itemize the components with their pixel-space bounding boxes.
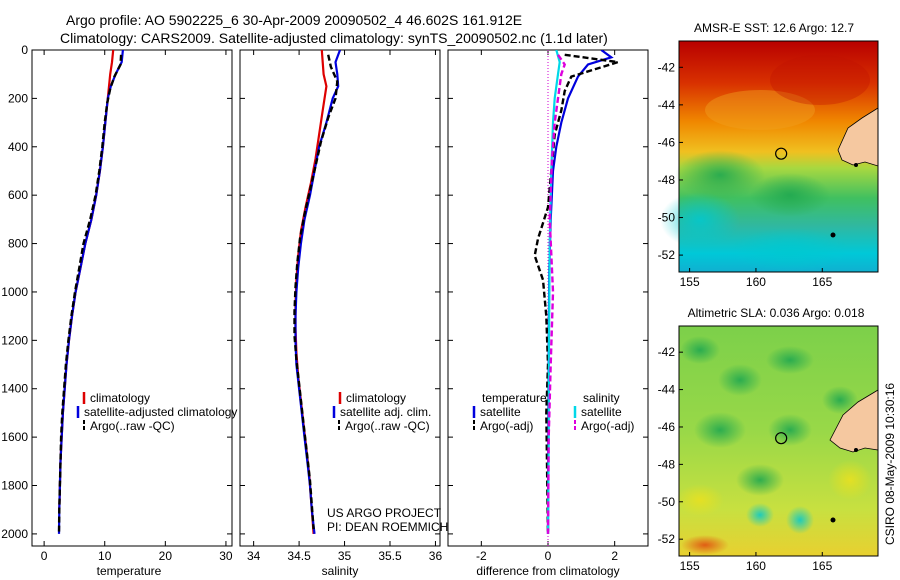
sst-map-ticks: 155 160 165 -42 -44 -46 -48 -50 -52 <box>658 60 833 289</box>
legend-label-satellite-adjusted: satellite-adjusted climatology <box>84 405 237 419</box>
map-x-tick-label: 160 <box>746 559 766 573</box>
difference-legend: temperature satellite Argo(-adj) salinit… <box>472 391 634 433</box>
series-line-argo-raw-qc <box>57 54 123 534</box>
map-y-tick-label: -52 <box>658 248 676 262</box>
series-line-argo-adj <box>533 53 619 534</box>
sst-map-frame <box>678 40 879 273</box>
difference-xlabel: difference from climatology <box>476 564 619 578</box>
temperature-xlabel: temperature <box>97 564 162 578</box>
header-line-1: Argo profile: AO 5902225_6 30-Apr-2009 2… <box>66 12 522 28</box>
sst-island <box>830 232 836 238</box>
map-x-tick-label: 155 <box>680 275 700 289</box>
sla-argo-location-marker <box>775 432 788 445</box>
map-x-tick-label: 160 <box>746 275 766 289</box>
project-note: US ARGO PROJECT <box>327 506 442 520</box>
map-x-tick-label: 165 <box>812 559 832 573</box>
map-y-tick-label: -48 <box>658 457 676 471</box>
sst-texture <box>660 55 870 272</box>
sla-map-title: Altimetric SLA: 0.036 Argo: 0.018 <box>688 306 865 320</box>
sla-map: Altimetric SLA: 0.036 Argo: 0.018 155 160… <box>658 306 879 573</box>
x-tick-label: 2 <box>611 549 618 563</box>
legend-title-salinity: salinity <box>583 391 620 405</box>
map-y-tick-label: -46 <box>658 420 676 434</box>
legend-label-climatology: climatology <box>346 391 406 405</box>
legend-label-satellite-adj: satellite adj. clim. <box>340 405 431 419</box>
legend-label-argo: Argo(..raw -QC) <box>90 419 175 433</box>
side-timestamp: CSIRO 08-May-2009 10:30:16 <box>883 383 897 545</box>
sst-map-title: AMSR-E SST: 12.6 Argo: 12.7 <box>694 21 854 35</box>
y-tick-label: 2000 <box>1 527 28 541</box>
sst-argo-location-marker <box>775 147 788 160</box>
y-tick-label: 1000 <box>1 285 28 299</box>
x-tick-label: 35.5 <box>378 549 402 563</box>
map-x-tick-label: 155 <box>680 559 700 573</box>
y-tick-label: 1800 <box>1 479 28 493</box>
salinity-xlabel: salinity <box>322 564 359 578</box>
y-tick-label: 200 <box>8 91 28 105</box>
x-tick-label: 0 <box>41 549 48 563</box>
legend-label-temp-argo: Argo(-adj) <box>480 419 533 433</box>
map-y-tick-label: -46 <box>658 135 676 149</box>
sst-map: AMSR-E SST: 12.6 Argo: 12.7 155 160 165 -42… <box>658 21 879 289</box>
x-tick-label: 35 <box>338 549 352 563</box>
salinity-lines <box>293 50 342 535</box>
salinity-axes-box <box>239 49 441 547</box>
temperature-lines <box>57 50 124 534</box>
legend-label-argo: Argo(..raw -QC) <box>345 419 430 433</box>
sla-island-2 <box>854 448 858 452</box>
sla-map-frame <box>678 325 879 557</box>
map-y-tick-label: -44 <box>658 98 676 112</box>
y-tick-label: 600 <box>8 188 28 202</box>
y-tick-label: 0 <box>21 43 28 57</box>
temperature-legend: climatology satellite-adjusted climatolo… <box>76 391 237 433</box>
legend-title-temperature: temperature <box>482 391 547 405</box>
map-y-tick-label: -42 <box>658 60 676 74</box>
y-tick-label: 400 <box>8 140 28 154</box>
y-tick-label: 1200 <box>1 333 28 347</box>
map-y-tick-label: -52 <box>658 532 676 546</box>
x-tick-label: 10 <box>98 549 112 563</box>
y-tick-label: 800 <box>8 237 28 251</box>
temperature-panel: 0 10 20 30 0 200 400 600 800 1000 1200 1400 1600 1800… <box>1 43 237 578</box>
difference-ticks: -2 0 2 <box>448 49 648 563</box>
map-y-tick-label: -44 <box>658 383 676 397</box>
map-y-tick-label: -50 <box>658 211 676 225</box>
pi-note: PI: DEAN ROEMMICH <box>327 520 448 534</box>
x-tick-label: 34 <box>247 549 261 563</box>
header-line-2: Climatology: CARS2009. Satellite-adjuste… <box>60 30 608 46</box>
temperature-axes-box <box>31 49 233 547</box>
map-y-tick-label: -48 <box>658 173 676 187</box>
x-tick-label: 0 <box>545 549 552 563</box>
salinity-panel: 34 34.5 35 35.5 36 climatology satellite adj… <box>239 49 448 578</box>
y-tick-label: 1600 <box>1 430 28 444</box>
map-y-tick-label: -42 <box>658 345 676 359</box>
map-x-tick-label: 165 <box>812 275 832 289</box>
x-tick-label: 36 <box>429 549 443 563</box>
legend-label-temp-satellite: satellite <box>480 405 521 419</box>
sla-texture <box>676 336 872 555</box>
legend-label-sal-satellite: satellite <box>581 405 622 419</box>
salinity-legend: climatology satellite adj. clim. Argo(..… <box>332 391 431 433</box>
sla-island <box>830 517 836 523</box>
legend-label-climatology: climatology <box>90 391 150 405</box>
series-line-argo-adj <box>546 54 567 534</box>
map-y-tick-label: -50 <box>658 495 676 509</box>
legend-label-sal-argo: Argo(-adj) <box>581 419 634 433</box>
x-tick-label: -2 <box>476 549 487 563</box>
x-tick-label: 30 <box>219 549 233 563</box>
x-tick-label: 34.5 <box>287 549 311 563</box>
difference-panel: -2 0 2 temperature satellite Argo(-adj) sa… <box>447 49 649 578</box>
series-line-argo-raw-qc <box>293 54 339 530</box>
salinity-ticks: 34 34.5 35 35.5 36 <box>240 49 443 563</box>
y-tick-label: 1400 <box>1 382 28 396</box>
x-tick-label: 20 <box>159 549 173 563</box>
sla-map-ticks: 155 160 165 -42 -44 -46 -48 -50 -52 <box>658 345 833 573</box>
sst-island-2 <box>854 163 858 167</box>
difference-lines <box>533 50 619 534</box>
temperature-ticks: 0 10 20 30 0 200 400 600 800 1000 1200 1400 1600 1800… <box>1 43 233 563</box>
